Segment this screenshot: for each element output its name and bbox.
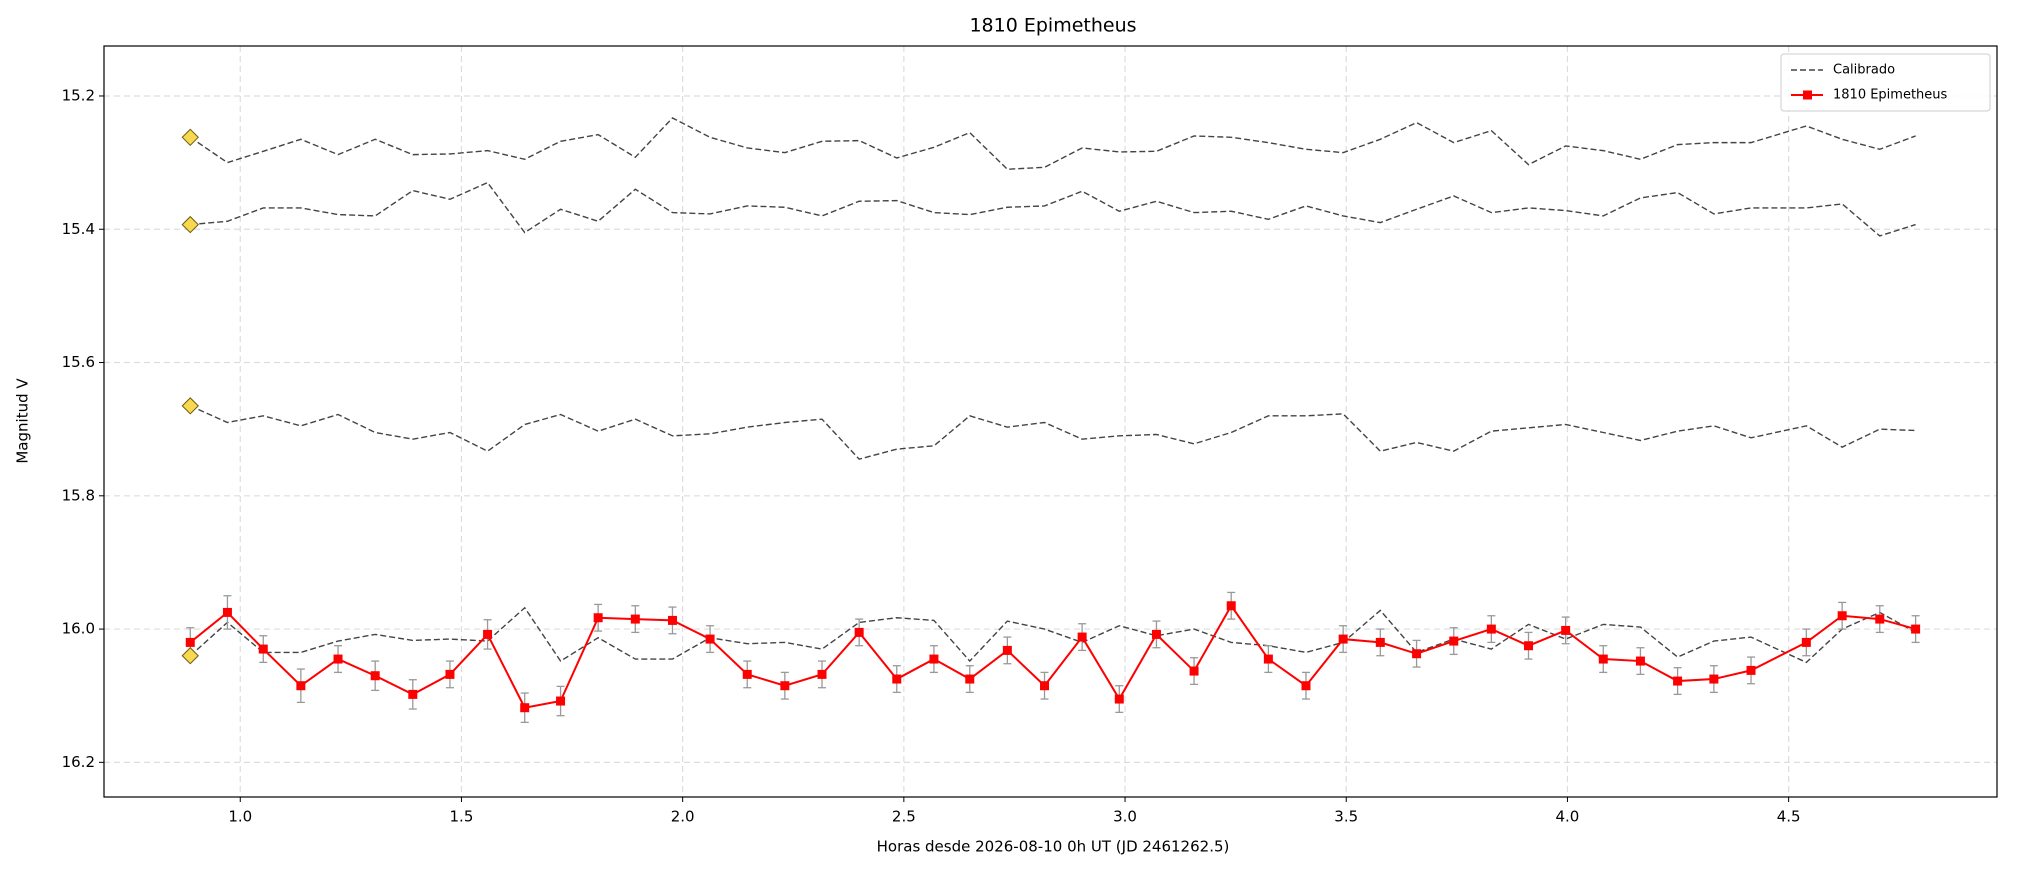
reference-marker — [181, 215, 199, 234]
target-marker — [483, 629, 493, 639]
comparison-line — [189, 405, 1916, 460]
target-marker — [817, 669, 827, 679]
comparison-line — [189, 606, 1916, 664]
reference-marker — [181, 128, 199, 147]
chart-title: 1810 Epimetheus — [969, 15, 1136, 37]
target-marker — [1449, 636, 1459, 646]
target-marker — [1002, 645, 1012, 655]
target-marker — [1598, 654, 1608, 664]
target-marker — [333, 654, 343, 664]
x-tick-label: 4.5 — [1777, 808, 1801, 826]
target-marker — [929, 654, 939, 664]
target-marker — [445, 669, 455, 679]
x-tick-label: 1.5 — [450, 808, 474, 826]
legend-swatch — [1803, 90, 1812, 100]
target-marker — [1226, 601, 1236, 611]
target-marker — [1375, 637, 1385, 647]
reference-marker — [181, 397, 199, 415]
target-marker — [1524, 641, 1534, 651]
y-tick-label: 15.2 — [62, 86, 95, 104]
legend-label: Calibrado — [1833, 63, 1895, 78]
y-tick-label: 15.6 — [62, 353, 95, 371]
target-marker — [408, 689, 418, 699]
target-marker — [1673, 676, 1683, 686]
target-marker — [780, 681, 790, 691]
x-tick-label: 1.0 — [228, 808, 252, 826]
target-marker — [258, 644, 268, 654]
target-marker — [1837, 611, 1847, 621]
legend: Calibrado 1810 Epimetheus — [1780, 53, 1991, 112]
target-marker — [630, 614, 640, 624]
target-marker — [296, 681, 306, 691]
x-tick-label: 2.0 — [671, 808, 695, 826]
y-axis-label: Magnitud V — [14, 378, 32, 464]
target-marker — [556, 696, 566, 706]
target-marker — [667, 615, 677, 625]
target-line — [189, 603, 1916, 709]
target-marker — [1746, 665, 1756, 675]
target-marker — [1114, 694, 1124, 704]
x-tick-label: 2.5 — [892, 808, 916, 826]
reference-marker — [181, 647, 199, 665]
target-marker — [965, 674, 975, 684]
comparison-line — [190, 181, 1916, 237]
legend-label: 1810 Epimetheus — [1833, 88, 1948, 103]
target-marker — [1338, 634, 1348, 644]
x-tick-label: 4.0 — [1556, 808, 1580, 826]
legend-box — [1780, 53, 1991, 112]
target-marker — [185, 637, 195, 647]
target-marker — [593, 613, 603, 623]
y-tick-label: 15.8 — [62, 486, 95, 504]
x-axis-label: Horas desde 2026-08-10 0h UT (JD 2461262… — [877, 838, 1230, 856]
target-marker — [1151, 629, 1161, 639]
target-marker — [705, 634, 715, 644]
y-tick-label: 16.2 — [62, 753, 95, 771]
target-marker — [1486, 624, 1496, 634]
target-marker — [854, 627, 864, 637]
target-marker — [1301, 681, 1311, 691]
x-tick-label: 3.0 — [1113, 808, 1137, 826]
target-marker — [1412, 649, 1422, 659]
x-tick-label: 3.5 — [1334, 808, 1358, 826]
target-marker — [222, 607, 232, 617]
target-marker — [1801, 637, 1811, 647]
target-marker — [1875, 614, 1885, 624]
target-marker — [1911, 624, 1921, 634]
target-marker — [1040, 681, 1050, 691]
target-marker — [520, 703, 530, 713]
target-marker — [1561, 625, 1571, 635]
comparison-line — [189, 117, 1916, 170]
target-marker — [892, 674, 902, 684]
plot-frame — [103, 45, 1998, 798]
target-marker — [1263, 654, 1273, 664]
y-tick-label: 16.0 — [62, 620, 95, 638]
target-marker — [1189, 666, 1199, 676]
target-marker — [742, 669, 752, 679]
target-marker — [370, 671, 380, 681]
y-tick-label: 15.4 — [62, 220, 95, 238]
target-marker — [1635, 656, 1645, 666]
target-marker — [1077, 632, 1087, 642]
target-marker — [1709, 674, 1719, 684]
